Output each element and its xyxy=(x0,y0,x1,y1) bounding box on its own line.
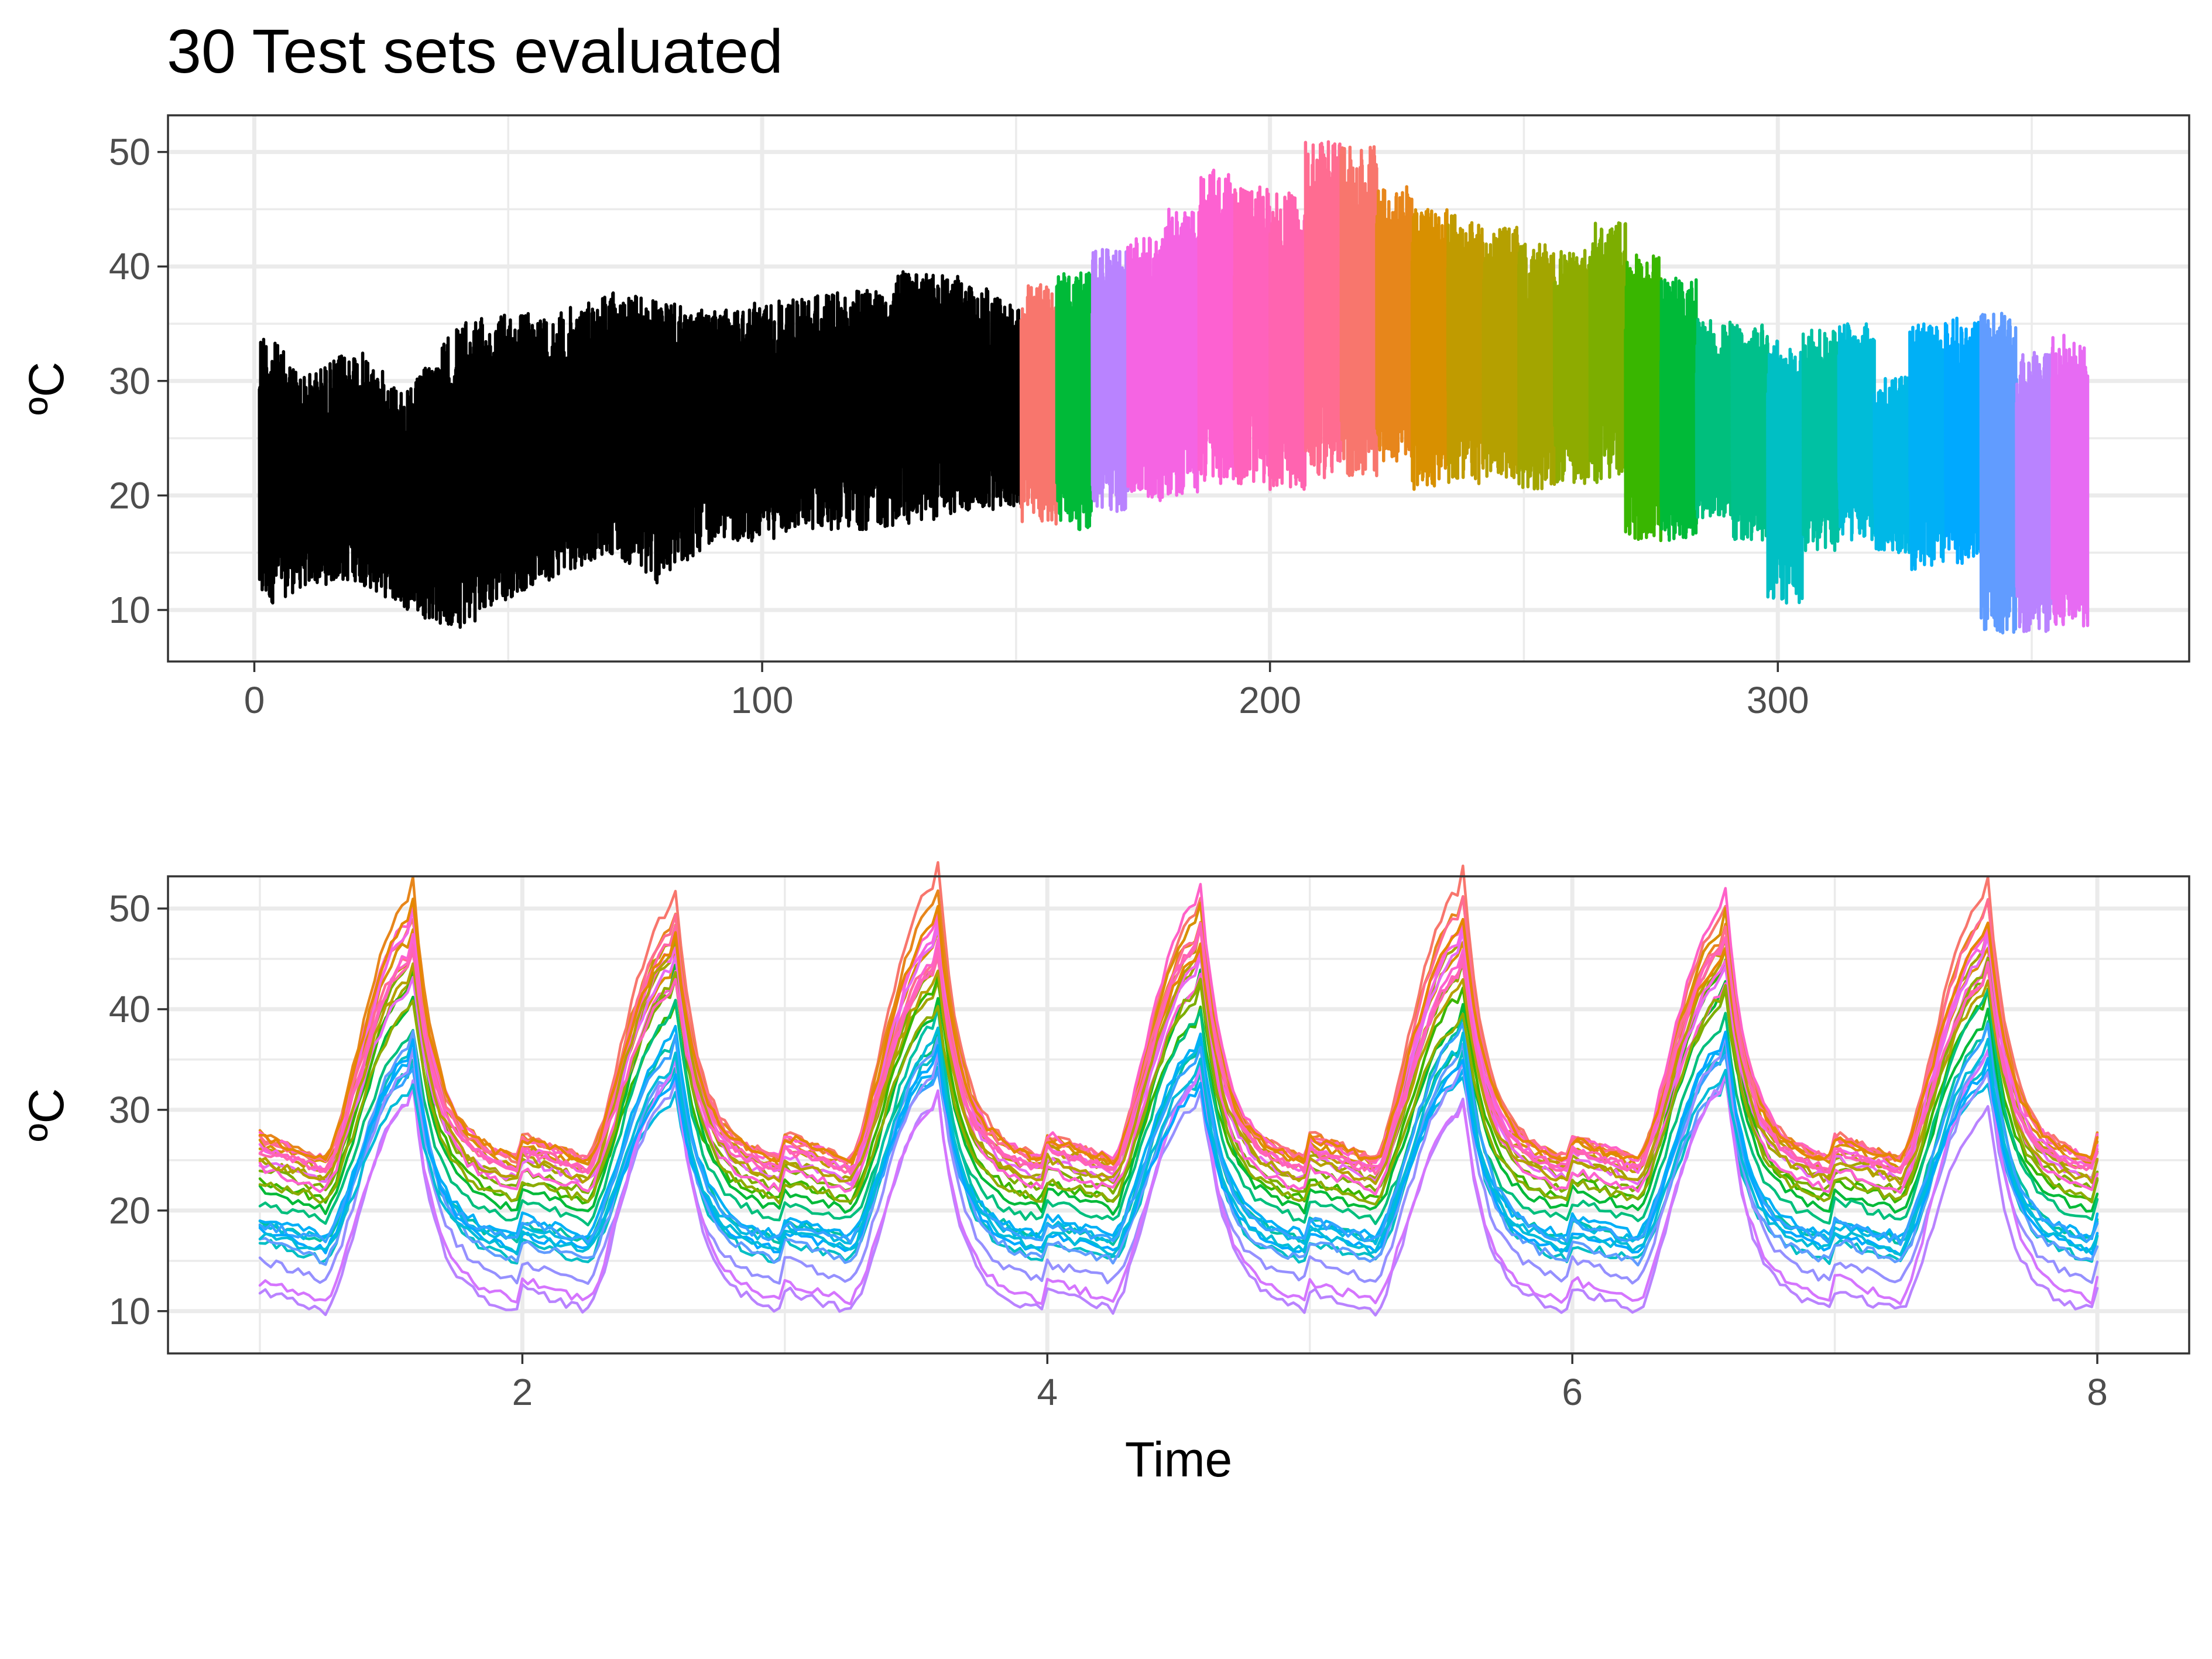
daily-profile-line xyxy=(258,1048,2099,1305)
top-x-tick-label: 200 xyxy=(1239,679,1301,721)
bottom-y-tick-label: 30 xyxy=(109,1089,150,1131)
test-set-line xyxy=(1446,214,1485,485)
test-set-line xyxy=(1943,316,1983,565)
test-set-line xyxy=(1659,276,1699,542)
test-set-line xyxy=(1517,242,1556,491)
test-set-line xyxy=(1197,169,1236,485)
daily-profile-line xyxy=(258,1032,2099,1285)
bottom-y-tick-label: 40 xyxy=(109,988,150,1030)
top-y-tick-label: 40 xyxy=(109,245,150,287)
test-set-line xyxy=(1801,328,1841,553)
top-y-axis-title: ºC xyxy=(19,362,74,415)
daily-profile-line xyxy=(258,922,2099,1175)
test-set-line xyxy=(1410,208,1450,491)
bottom-panel-grid xyxy=(168,876,2189,1353)
test-set-line xyxy=(1766,340,1805,605)
daily-profile-line xyxy=(258,958,2099,1205)
daily-profile-line xyxy=(258,1022,2099,1246)
daily-profile-line xyxy=(258,875,2099,1166)
top-panel-series xyxy=(258,140,2090,635)
bottom-x-tick-label: 2 xyxy=(512,1371,533,1413)
test-set-line xyxy=(2050,333,2090,628)
top-y-tick-label: 50 xyxy=(109,131,150,173)
bottom-y-tick-label: 50 xyxy=(109,887,150,930)
bottom-x-tick-label: 4 xyxy=(1037,1371,1058,1413)
daily-profile-line xyxy=(258,924,2099,1175)
top-x-tick-label: 300 xyxy=(1747,679,1809,721)
test-set-line xyxy=(1339,145,1378,478)
bottom-panel-series xyxy=(258,861,2099,1317)
bottom-y-tick-label: 10 xyxy=(109,1290,150,1332)
bottom-y-axis-title: ºC xyxy=(19,1088,74,1142)
test-set-line xyxy=(1126,236,1165,502)
daily-profile-line xyxy=(258,933,2099,1186)
bottom-panel: 2 4 6 8 10 20 30 40 50 ºC Time xyxy=(19,861,2190,1487)
test-set-line xyxy=(1161,207,1201,497)
bottom-panel-axes: 2 4 6 8 10 20 30 40 50 ºC Time xyxy=(19,887,2108,1487)
daily-profile-line xyxy=(258,1024,2099,1240)
top-x-tick-label: 0 xyxy=(244,679,265,721)
test-set-line xyxy=(1588,221,1627,484)
daily-profile-line xyxy=(258,1026,2099,1257)
top-panel: 0 100 200 300 10 20 30 40 50 ºC xyxy=(19,114,2190,721)
test-set-line xyxy=(1979,311,2018,635)
test-set-line xyxy=(1019,283,1059,526)
test-set-line xyxy=(1481,225,1521,479)
bottom-panel-border xyxy=(167,875,2190,1355)
test-set-line xyxy=(1730,323,1769,542)
chart-title: 30 Test sets evaluated xyxy=(167,17,783,86)
test-set-line xyxy=(1624,253,1663,543)
daily-profile-line xyxy=(258,988,2099,1227)
test-set-line xyxy=(1695,318,1734,520)
top-panel-border xyxy=(167,114,2190,663)
test-set-line xyxy=(1375,185,1414,463)
test-set-line xyxy=(1055,271,1094,532)
test-set-line xyxy=(1837,322,1876,542)
bottom-x-axis-title: Time xyxy=(1125,1432,1233,1487)
test-set-line xyxy=(1304,140,1343,479)
bottom-x-tick-label: 6 xyxy=(1562,1371,1583,1413)
top-y-tick-label: 30 xyxy=(109,360,150,402)
daily-profile-line xyxy=(258,897,2099,1166)
training-series-line xyxy=(258,270,1023,629)
test-set-line xyxy=(1268,191,1308,491)
daily-profile-line xyxy=(258,933,2099,1196)
top-y-tick-label: 10 xyxy=(109,589,150,631)
test-set-line xyxy=(1873,375,1912,554)
top-panel-axes: 0 100 200 300 10 20 30 40 50 ºC xyxy=(19,131,1809,721)
bottom-x-tick-label: 8 xyxy=(2087,1371,2108,1413)
test-set-line xyxy=(1090,248,1130,513)
daily-profile-line xyxy=(258,957,2099,1206)
test-set-line xyxy=(2015,351,2054,633)
test-set-line xyxy=(1233,185,1272,486)
top-x-tick-label: 100 xyxy=(731,679,794,721)
test-set-line xyxy=(1552,249,1592,485)
test-set-line xyxy=(1908,322,1947,571)
bottom-y-tick-label: 20 xyxy=(109,1190,150,1232)
daily-profile-line xyxy=(258,1030,2099,1267)
top-y-tick-label: 20 xyxy=(109,474,150,516)
